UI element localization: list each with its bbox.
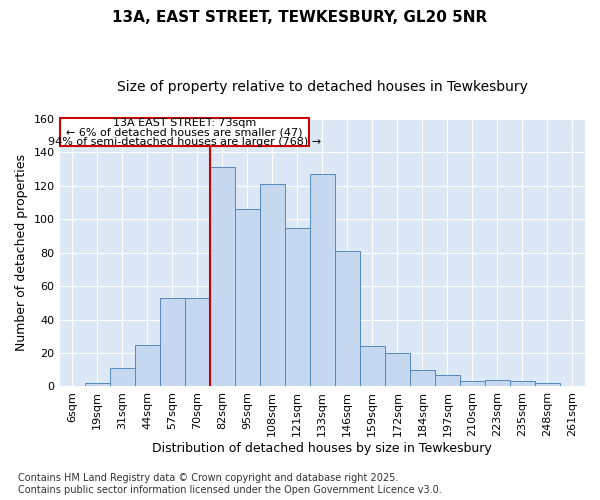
Bar	[510, 382, 535, 386]
X-axis label: Distribution of detached houses by size in Tewkesbury: Distribution of detached houses by size …	[152, 442, 492, 455]
Text: 13A, EAST STREET, TEWKESBURY, GL20 5NR: 13A, EAST STREET, TEWKESBURY, GL20 5NR	[112, 10, 488, 25]
Bar	[360, 346, 385, 387]
Bar	[535, 383, 560, 386]
Bar	[485, 380, 510, 386]
Bar	[310, 174, 335, 386]
Bar	[85, 383, 110, 386]
Bar	[460, 382, 485, 386]
Bar	[235, 209, 260, 386]
Y-axis label: Number of detached properties: Number of detached properties	[15, 154, 28, 351]
Title: Size of property relative to detached houses in Tewkesbury: Size of property relative to detached ho…	[117, 80, 528, 94]
Bar	[335, 251, 360, 386]
Text: 94% of semi-detached houses are larger (768) →: 94% of semi-detached houses are larger (…	[48, 136, 321, 146]
Bar	[110, 368, 134, 386]
Text: 13A EAST STREET: 73sqm: 13A EAST STREET: 73sqm	[113, 118, 256, 128]
Bar	[410, 370, 435, 386]
Bar	[134, 344, 160, 387]
Bar	[435, 374, 460, 386]
Bar	[260, 184, 285, 386]
Bar	[160, 298, 185, 386]
Bar	[385, 353, 410, 386]
Text: Contains HM Land Registry data © Crown copyright and database right 2025.
Contai: Contains HM Land Registry data © Crown c…	[18, 474, 442, 495]
FancyBboxPatch shape	[60, 118, 309, 146]
Bar	[285, 228, 310, 386]
Text: ← 6% of detached houses are smaller (47): ← 6% of detached houses are smaller (47)	[67, 127, 303, 137]
Bar	[209, 168, 235, 386]
Bar	[185, 298, 209, 386]
